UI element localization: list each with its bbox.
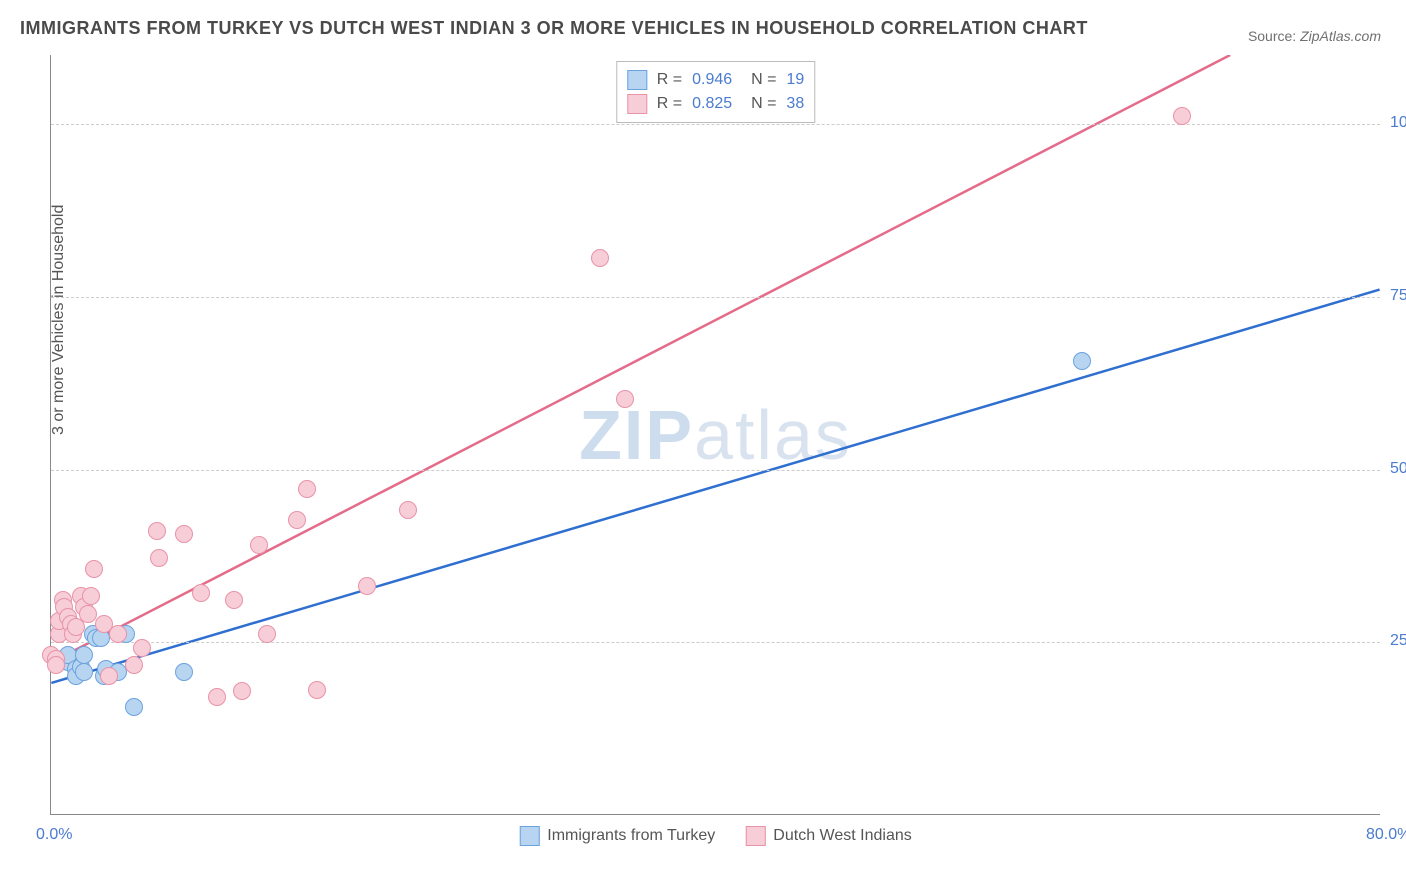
legend-r-label: R = xyxy=(657,71,682,89)
legend-r-value: 0.825 xyxy=(692,95,732,113)
scatter-point xyxy=(208,688,226,706)
legend-r-value: 0.946 xyxy=(692,71,732,89)
grid-line xyxy=(51,642,1380,643)
scatter-point xyxy=(288,511,306,529)
legend-label: Dutch West Indians xyxy=(773,827,911,845)
scatter-point xyxy=(233,682,251,700)
scatter-point xyxy=(308,681,326,699)
scatter-point xyxy=(358,577,376,595)
legend-n-value: 19 xyxy=(786,71,804,89)
legend-stats-box: R = 0.946 N = 19R = 0.825 N = 38 xyxy=(616,61,815,123)
scatter-point xyxy=(148,522,166,540)
scatter-point xyxy=(150,549,168,567)
scatter-point xyxy=(1073,352,1091,370)
legend-item: Dutch West Indians xyxy=(745,826,911,846)
grid-line xyxy=(51,470,1380,471)
legend-swatch xyxy=(627,70,647,90)
y-axis-label: 3 or more Vehicles in Household xyxy=(50,204,68,434)
chart-title: IMMIGRANTS FROM TURKEY VS DUTCH WEST IND… xyxy=(20,18,1088,39)
scatter-point xyxy=(250,536,268,554)
scatter-point xyxy=(616,390,634,408)
trend-line xyxy=(51,55,1230,662)
legend-label: Immigrants from Turkey xyxy=(547,827,715,845)
legend-n-label: N = xyxy=(742,71,776,89)
scatter-point xyxy=(82,587,100,605)
scatter-point xyxy=(125,656,143,674)
legend-stat-row: R = 0.946 N = 19 xyxy=(627,68,804,92)
scatter-point xyxy=(175,663,193,681)
legend-stat-row: R = 0.825 N = 38 xyxy=(627,92,804,116)
scatter-point xyxy=(298,480,316,498)
y-tick-label: 25.0% xyxy=(1390,632,1406,650)
chart-container: IMMIGRANTS FROM TURKEY VS DUTCH WEST IND… xyxy=(0,0,1406,892)
scatter-point xyxy=(85,560,103,578)
scatter-point xyxy=(100,667,118,685)
source-value: ZipAtlas.com xyxy=(1300,28,1381,44)
scatter-point xyxy=(47,656,65,674)
scatter-point xyxy=(175,525,193,543)
legend-n-value: 38 xyxy=(786,95,804,113)
x-tick-label: 0.0% xyxy=(36,826,72,844)
y-tick-label: 75.0% xyxy=(1390,287,1406,305)
legend-n-label: N = xyxy=(742,95,776,113)
y-tick-label: 100.0% xyxy=(1390,114,1406,132)
scatter-point xyxy=(192,584,210,602)
source-attribution: Source: ZipAtlas.com xyxy=(1248,28,1381,44)
scatter-point xyxy=(133,639,151,657)
legend-swatch xyxy=(519,826,539,846)
scatter-point xyxy=(399,501,417,519)
legend-swatch xyxy=(627,94,647,114)
legend-bottom: Immigrants from Turkey Dutch West Indians xyxy=(519,826,911,846)
scatter-point xyxy=(225,591,243,609)
legend-r-label: R = xyxy=(657,95,682,113)
trend-line xyxy=(51,290,1379,683)
legend-swatch xyxy=(745,826,765,846)
plot-area: 3 or more Vehicles in Household ZIPatlas… xyxy=(50,55,1380,815)
scatter-point xyxy=(125,698,143,716)
scatter-point xyxy=(591,249,609,267)
y-tick-label: 50.0% xyxy=(1390,460,1406,478)
scatter-point xyxy=(1173,107,1191,125)
scatter-point xyxy=(75,646,93,664)
x-tick-label: 80.0% xyxy=(1366,826,1406,844)
source-label: Source: xyxy=(1248,28,1296,44)
trend-lines-svg xyxy=(51,55,1380,814)
watermark-bold: ZIP xyxy=(579,396,694,474)
grid-line xyxy=(51,297,1380,298)
watermark-light: atlas xyxy=(694,396,852,474)
scatter-point xyxy=(75,663,93,681)
scatter-point xyxy=(79,605,97,623)
legend-item: Immigrants from Turkey xyxy=(519,826,715,846)
scatter-point xyxy=(258,625,276,643)
scatter-point xyxy=(109,625,127,643)
